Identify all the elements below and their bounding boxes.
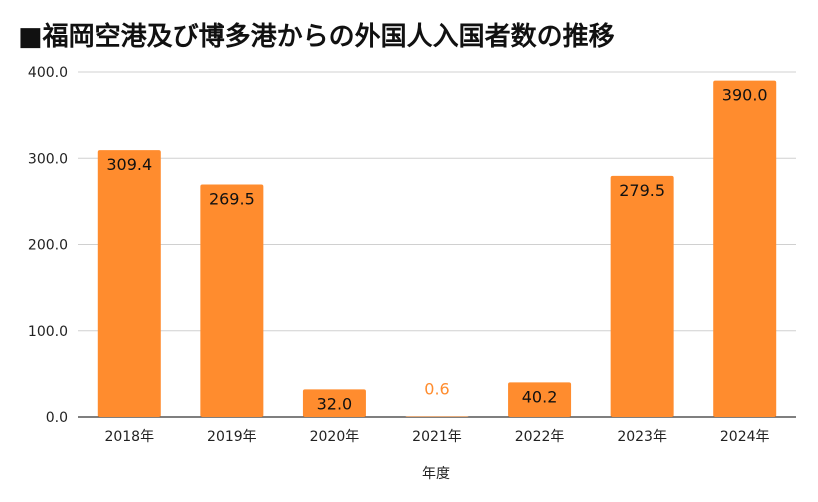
x-tick-label: 2024年 (720, 429, 770, 445)
x-tick-label: 2023年 (617, 429, 667, 445)
data-label: 390.0 (722, 86, 768, 105)
data-label: 0.6 (424, 379, 449, 398)
x-axis-label: 年度 (422, 466, 450, 482)
data-label: 32.0 (317, 394, 353, 413)
y-tick-label: 100.0 (28, 324, 68, 340)
bar (97, 150, 161, 417)
data-label: 309.4 (106, 155, 152, 174)
bar (200, 184, 264, 417)
x-tick-label: 2022年 (515, 429, 565, 445)
x-tick-label: 2019年 (207, 429, 257, 445)
bars: 309.4 269.5 32.0 0.6 40.2 279.5 390.0 (97, 80, 777, 417)
x-axis: 2018年 2019年 2020年 2021年 2022年 2023年 2024年 (104, 429, 769, 445)
y-axis: 0.0 100.0 200.0 300.0 400.0 (28, 65, 68, 426)
data-label: 40.2 (522, 387, 558, 406)
data-label: 269.5 (209, 190, 255, 209)
bar (405, 416, 469, 417)
x-tick-label: 2020年 (310, 429, 360, 445)
y-tick-label: 0.0 (46, 410, 68, 426)
data-label: 279.5 (619, 181, 665, 200)
bar (302, 389, 366, 417)
bar (610, 175, 674, 417)
x-tick-label: 2021年 (412, 429, 462, 445)
bar (508, 382, 572, 417)
gridlines (78, 71, 796, 418)
y-tick-label: 300.0 (28, 151, 68, 167)
bar (713, 80, 777, 417)
y-tick-label: 200.0 (28, 238, 68, 254)
y-tick-label: 400.0 (28, 65, 68, 81)
x-tick-label: 2018年 (104, 429, 154, 445)
chart-title: ■福岡空港及び博多港からの外国人入国者数の推移 (18, 22, 615, 52)
